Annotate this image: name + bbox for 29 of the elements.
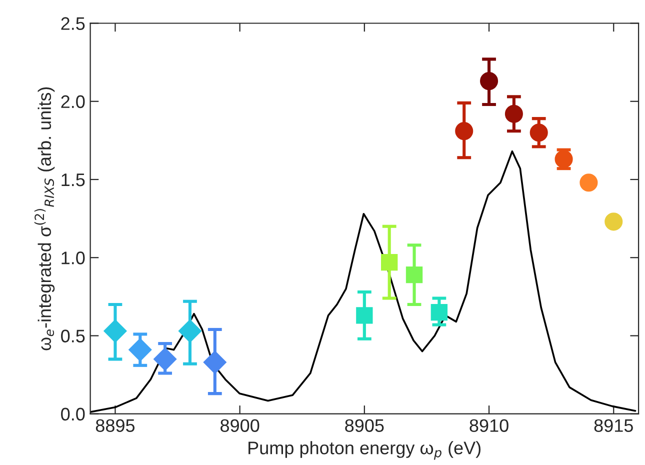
point bbox=[455, 122, 474, 140]
x-tick-label: 8900 bbox=[220, 419, 260, 432]
x-tick-label: 8910 bbox=[470, 419, 508, 432]
x-tick-label: 8905 bbox=[345, 419, 384, 432]
point bbox=[504, 104, 523, 123]
point bbox=[154, 348, 177, 371]
x-tick-label: 8915 bbox=[594, 419, 633, 432]
point bbox=[381, 254, 398, 271]
y-axis-title: ω$_{e}$-integrated σ$^{(2)}$$_{RIXS}$ (arb. units) bbox=[34, 87, 55, 350]
line-series bbox=[90, 150, 636, 413]
point bbox=[203, 350, 226, 374]
y-tick-label: 0.0 bbox=[61, 408, 85, 421]
point bbox=[178, 320, 202, 343]
point bbox=[480, 72, 498, 90]
y-tick-label: 1.0 bbox=[62, 252, 85, 264]
point bbox=[406, 266, 423, 284]
point bbox=[530, 124, 548, 142]
point bbox=[356, 307, 373, 324]
point bbox=[104, 320, 127, 343]
point bbox=[430, 304, 448, 321]
x-axis-title: Pump photon energy ω$_{p}$ (eV) bbox=[248, 441, 481, 460]
y-tick-label: 2.0 bbox=[61, 95, 85, 108]
x-tick-label: 8895 bbox=[96, 419, 135, 432]
point bbox=[604, 212, 623, 231]
point bbox=[580, 174, 598, 192]
point bbox=[128, 338, 152, 362]
y-tick-label: 2.5 bbox=[61, 17, 85, 30]
y-tick-label: 0.5 bbox=[61, 330, 85, 342]
y-tick-label: 1.5 bbox=[62, 174, 85, 186]
